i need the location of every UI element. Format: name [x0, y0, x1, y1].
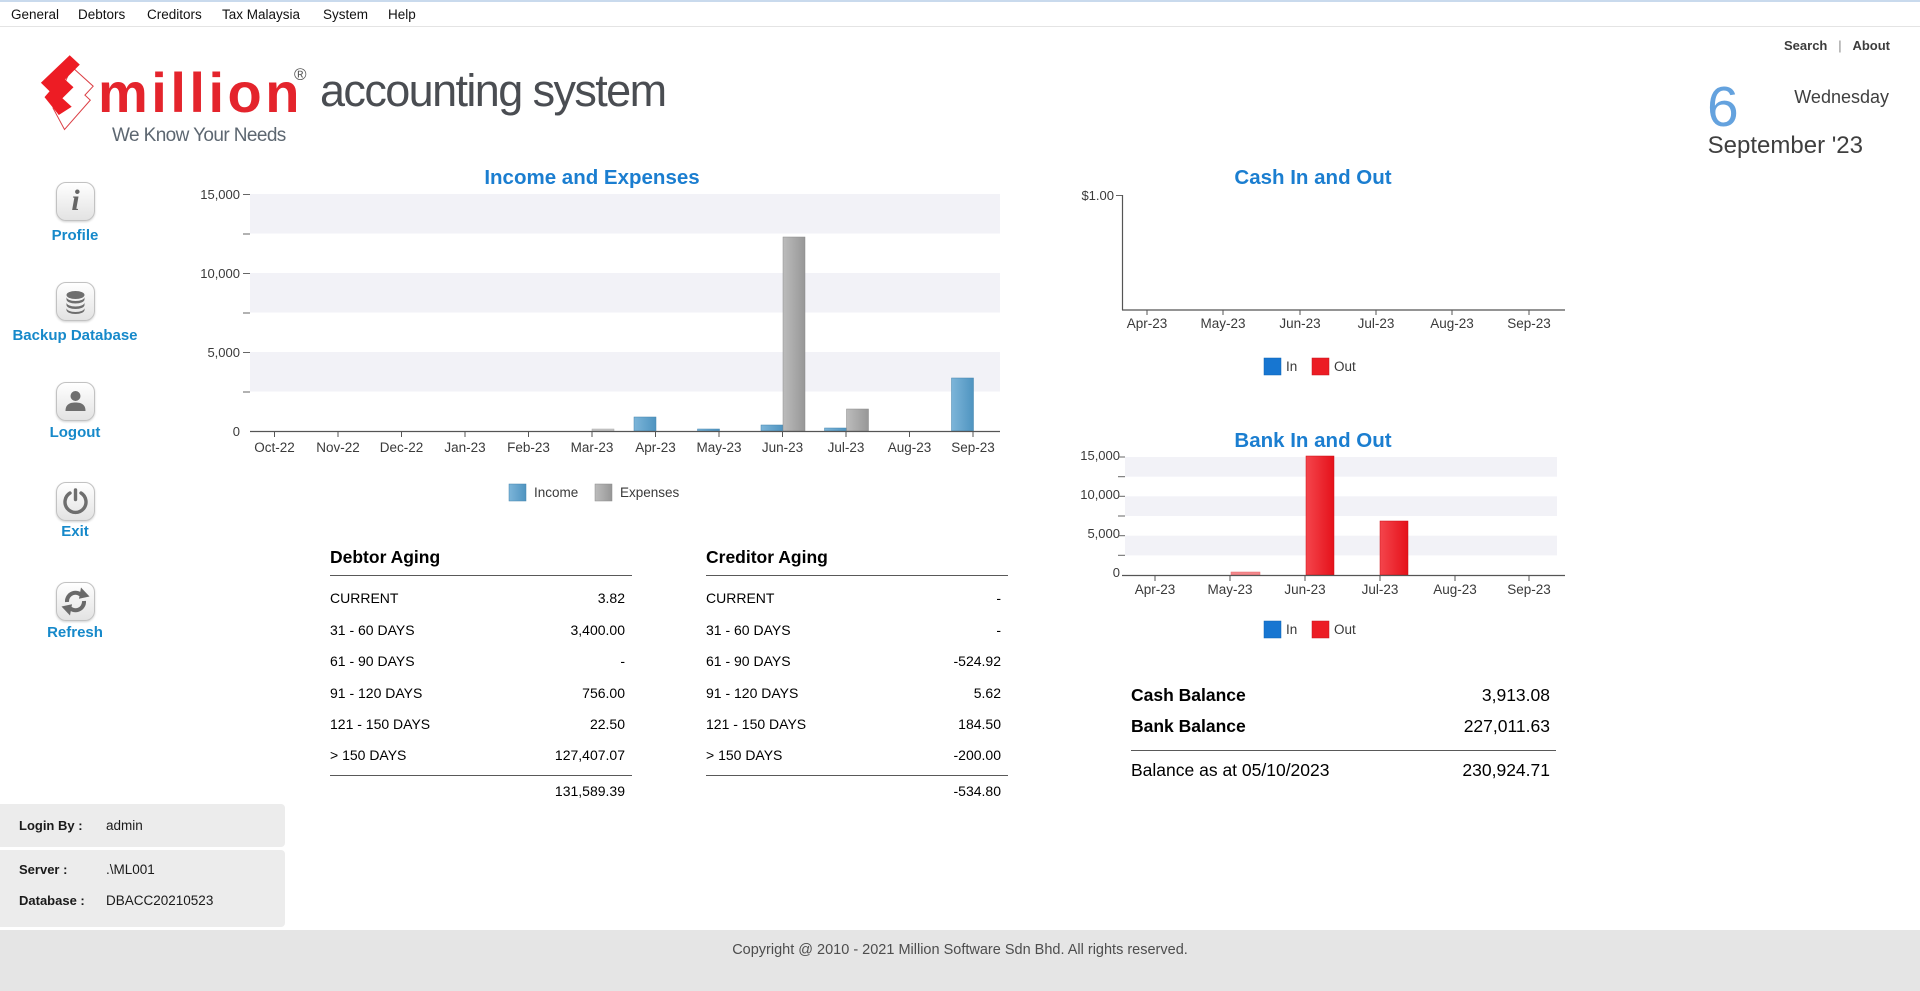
- svg-text:Out: Out: [1334, 622, 1356, 637]
- svg-text:In: In: [1286, 359, 1297, 374]
- svg-text:Apr-23: Apr-23: [1135, 582, 1176, 597]
- svg-text:Expenses: Expenses: [620, 485, 680, 500]
- svg-text:0: 0: [233, 424, 240, 439]
- svg-text:Sep-23: Sep-23: [1507, 582, 1551, 597]
- svg-text:Out: Out: [1334, 359, 1356, 374]
- svg-text:Jul-23: Jul-23: [828, 440, 865, 455]
- svg-text:5,000: 5,000: [1087, 526, 1120, 541]
- svg-text:10,000: 10,000: [200, 266, 240, 281]
- svg-text:Jun-23: Jun-23: [1284, 582, 1325, 597]
- svg-text:Apr-23: Apr-23: [635, 440, 676, 455]
- svg-text:May-23: May-23: [1200, 316, 1245, 331]
- svg-text:Cash In and Out: Cash In and Out: [1234, 166, 1391, 189]
- svg-text:0: 0: [1113, 565, 1120, 580]
- svg-text:Jun-23: Jun-23: [1279, 316, 1320, 331]
- svg-text:15,000: 15,000: [1080, 448, 1120, 463]
- svg-text:In: In: [1286, 622, 1297, 637]
- svg-text:May-23: May-23: [696, 440, 741, 455]
- svg-text:Apr-23: Apr-23: [1127, 316, 1168, 331]
- svg-text:Sep-23: Sep-23: [951, 440, 995, 455]
- svg-text:May-23: May-23: [1207, 582, 1252, 597]
- svg-text:Aug-23: Aug-23: [888, 440, 932, 455]
- svg-text:10,000: 10,000: [1080, 487, 1120, 502]
- svg-text:Jun-23: Jun-23: [762, 440, 803, 455]
- svg-text:Aug-23: Aug-23: [1430, 316, 1474, 331]
- svg-text:Jan-23: Jan-23: [444, 440, 485, 455]
- svg-text:15,000: 15,000: [200, 187, 240, 202]
- svg-text:$1.00: $1.00: [1081, 188, 1114, 203]
- svg-text:Dec-22: Dec-22: [380, 440, 424, 455]
- svg-text:Mar-23: Mar-23: [571, 440, 614, 455]
- svg-text:5,000: 5,000: [207, 345, 240, 360]
- svg-text:Feb-23: Feb-23: [507, 440, 550, 455]
- svg-text:Sep-23: Sep-23: [1507, 316, 1551, 331]
- svg-text:Income and Expenses: Income and Expenses: [484, 166, 699, 189]
- svg-text:Bank In and Out: Bank In and Out: [1234, 429, 1391, 452]
- svg-text:Income: Income: [534, 485, 578, 500]
- svg-text:Nov-22: Nov-22: [316, 440, 360, 455]
- svg-text:Jul-23: Jul-23: [1362, 582, 1399, 597]
- svg-text:Aug-23: Aug-23: [1433, 582, 1477, 597]
- svg-text:Oct-22: Oct-22: [254, 440, 295, 455]
- svg-text:Jul-23: Jul-23: [1358, 316, 1395, 331]
